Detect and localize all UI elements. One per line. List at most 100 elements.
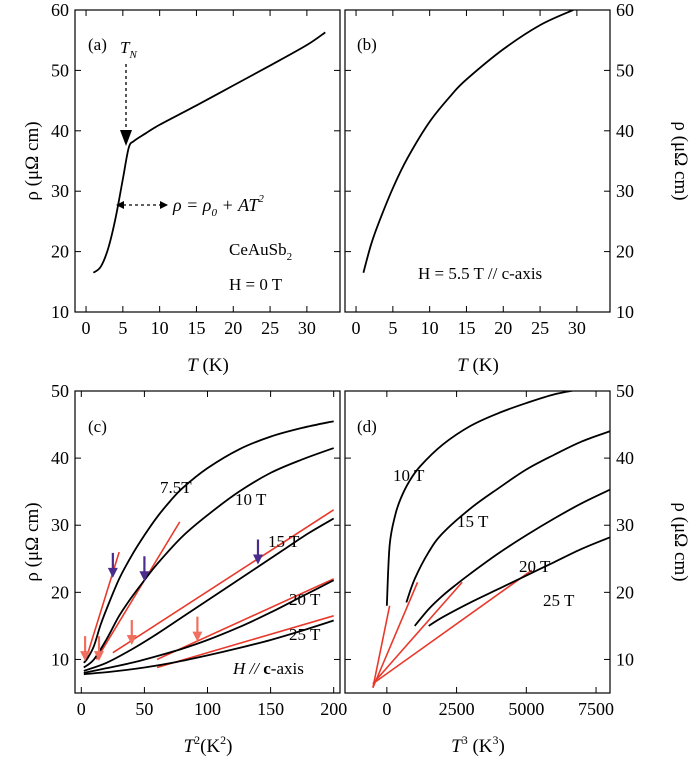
compound-label: CeAuSb2 (229, 240, 292, 263)
fit-line-2 (372, 581, 419, 688)
y-tick-label: 60 (616, 0, 634, 20)
x-tick-label: 15 (187, 318, 205, 338)
panel-a-curves (92, 31, 326, 274)
tn-arrow-head (120, 130, 132, 146)
fit-line-2 (95, 521, 181, 660)
x-tick-label: 5 (388, 318, 397, 338)
x-tick-label: 5000 (508, 699, 544, 719)
purple-arrow-head (139, 571, 150, 582)
x-tick-label: 10 (151, 318, 169, 338)
y-tick-label: 30 (616, 515, 634, 535)
y-tick-label: 40 (51, 448, 69, 468)
y-tick-label: 30 (51, 515, 69, 535)
purple-arrow-head (107, 567, 118, 578)
panel-a-xlabel: T (K) (187, 355, 229, 376)
x-tick-label: 10 (421, 318, 439, 338)
x-tick-label: 150 (257, 699, 284, 719)
formula-arrow-left-head (116, 201, 124, 209)
x-tick-label: 0 (77, 699, 86, 719)
panel-d-ticks: 0 2500 5000 7500 10 20 30 40 50 (345, 381, 634, 719)
panel-b-label: (b) (357, 35, 377, 54)
curve-series-4 (428, 536, 610, 627)
label-d-25t: 25 T (543, 591, 575, 610)
y-tick-label: 50 (51, 60, 69, 80)
panel-a: 0 5 10 15 20 25 30 10 20 30 40 50 60 (a) TN ρ = ρ0 +… (22, 0, 341, 376)
panel-d-frame (344, 390, 611, 694)
curve-series-3 (83, 517, 335, 672)
fit-line-1 (372, 605, 391, 688)
curve-series-1 (385, 391, 576, 606)
panel-c-label: (c) (88, 417, 107, 436)
panel-a-label: (a) (88, 35, 107, 54)
y-tick-label: 50 (616, 381, 634, 401)
y-tick-label: 40 (51, 121, 69, 141)
label-d-20t: 20 T (519, 557, 551, 576)
y-tick-label: 20 (616, 242, 634, 262)
x-tick-label: 100 (194, 699, 221, 719)
y-tick-label: 30 (616, 181, 634, 201)
red-arrow-head (93, 651, 104, 662)
label-d-10t: 10 T (393, 466, 425, 485)
curve-series-1 (92, 31, 326, 274)
x-tick-label: 5 (118, 318, 127, 338)
x-tick-label: 200 (320, 699, 347, 719)
fit-line-3 (372, 581, 463, 685)
panel-d: 0 2500 5000 7500 10 20 30 40 50 (d) 10 T 15 T 20… (344, 381, 691, 757)
x-tick-label: 15 (457, 318, 475, 338)
label-c-15t: 15 T (268, 532, 300, 551)
fit-line-3 (112, 509, 335, 654)
y-tick-label: 30 (51, 181, 69, 201)
fit-line-4 (156, 578, 335, 661)
panel-c-ylabel: ρ (μΩ cm) (22, 502, 43, 581)
x-tick-label: 20 (224, 318, 242, 338)
panel-a-frame (74, 9, 341, 313)
field-label-a: H = 0 T (229, 275, 283, 294)
x-tick-label: 25 (261, 318, 279, 338)
label-c-10t: 10 T (235, 490, 267, 509)
label-d-15t: 15 T (457, 512, 489, 531)
label-c-7-5t: 7.5T (160, 478, 192, 497)
panel-d-curves (372, 391, 610, 688)
x-tick-label: 7500 (578, 699, 614, 719)
y-tick-label: 50 (51, 381, 69, 401)
curve-series-1 (362, 10, 574, 273)
x-tick-label: 30 (568, 318, 586, 338)
y-tick-label: 40 (616, 448, 634, 468)
panel-b-ticks: 0 5 10 15 20 25 30 10 20 30 40 50 60 (345, 0, 634, 338)
panel-b-frame (344, 9, 611, 313)
label-c-25t: 25 T (289, 625, 321, 644)
panel-b-xlabel: T (K) (457, 355, 499, 376)
curve-series-2 (405, 430, 610, 603)
curve-series-1 (83, 420, 334, 664)
x-tick-label: 0 (382, 699, 391, 719)
curve-series-5 (83, 619, 334, 676)
y-tick-label: 60 (51, 0, 69, 20)
label-c-20t: 20 T (289, 590, 321, 609)
y-tick-label: 20 (51, 582, 69, 602)
curve-series-2 (83, 447, 334, 669)
panel-a-ticks: 0 5 10 15 20 25 30 10 20 30 40 50 60 (51, 0, 340, 338)
field-label-c: H // c-axis (232, 659, 304, 678)
y-tick-label: 10 (616, 302, 634, 322)
x-tick-label: 50 (135, 699, 153, 719)
red-arrow-head (192, 631, 203, 642)
field-label-b: H = 5.5 T // c-axis (418, 264, 542, 283)
tn-label: TN (120, 38, 137, 61)
panel-b: 0 5 10 15 20 25 30 10 20 30 40 50 60 (b) H = 5.5 T /… (344, 0, 691, 376)
panel-c: 0 50 100 150 200 10 20 30 40 50 (c) 7.5T 10 T 15 … (22, 381, 347, 757)
fit-line-5 (156, 615, 334, 669)
x-tick-label: 20 (494, 318, 512, 338)
panel-c-xlabel: T2(K2) (184, 733, 233, 757)
fit-line-4 (372, 569, 533, 685)
curve-series-4 (83, 579, 335, 674)
purple-arrow-head (252, 554, 263, 565)
red-arrow-head (126, 635, 137, 646)
panel-b-curves (362, 10, 574, 273)
x-tick-label: 0 (352, 318, 361, 338)
formula: ρ = ρ0 + AT2 (172, 193, 264, 219)
y-tick-label: 20 (51, 242, 69, 262)
x-tick-label: 2500 (439, 699, 475, 719)
x-tick-label: 30 (298, 318, 316, 338)
panel-c-frame (74, 390, 341, 694)
